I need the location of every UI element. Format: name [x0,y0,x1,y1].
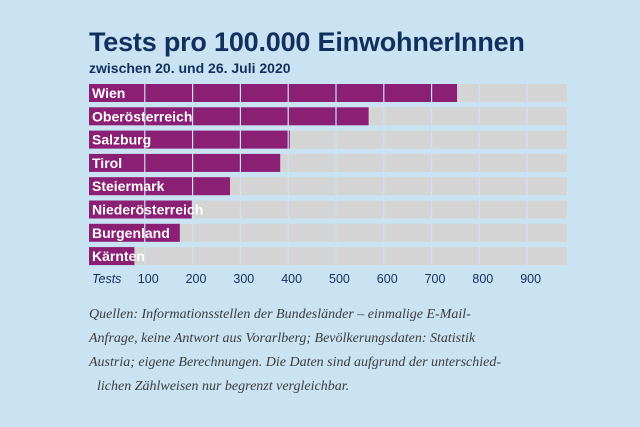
source-line: Austria; eigene Berechnungen. Die Daten … [89,355,502,370]
category-label: Niederösterreich [92,202,203,218]
bar [89,153,281,172]
x-tick-label: 200 [186,272,207,286]
x-tick-label: 600 [377,272,398,286]
bar [89,107,369,126]
category-label: Salzburg [92,132,151,148]
category-label: Tirol [92,155,122,171]
category-label: Oberösterreich [92,108,192,124]
x-tick-label: 100 [138,272,159,286]
bar [89,84,458,102]
bar [89,247,135,266]
bar-track [89,247,567,266]
bar-chart: Wien Oberösterreich Salzburg Tirol Steiermar… [89,83,567,286]
bar [89,177,231,196]
bar-track [89,200,567,219]
bar [89,200,192,219]
source-line: lichen Zählweisen nur begrenzt vergleich… [97,379,350,394]
source-line: Quellen: Informationsstellen der Bundesl… [89,307,471,322]
x-tick-label: 700 [425,272,446,286]
x-tick-label: 900 [520,272,541,286]
x-tick-label: 800 [472,272,493,286]
category-label: Burgenland [92,225,170,241]
category-label: Wien [92,85,125,101]
category-label: Steiermark [92,178,165,194]
x-tick-label: 400 [281,272,302,286]
chart-subtitle: zwischen 20. und 26. Juli 2020 [89,60,291,76]
bar [89,223,180,242]
source-line: Anfrage, keine Antwort aus Vorarlberg; B… [89,331,476,346]
x-tick-label: 500 [329,272,350,286]
source-note: Quellen: Informationsstellen der Bundesl… [89,303,589,399]
category-label: Kärnten [92,248,145,264]
bar [89,130,290,149]
bar-track [89,223,567,242]
chart-title: Tests pro 100.000 EinwohnerInnen [89,27,525,57]
x-tick-label: 300 [233,272,254,286]
x-axis-label: Tests [92,272,121,286]
